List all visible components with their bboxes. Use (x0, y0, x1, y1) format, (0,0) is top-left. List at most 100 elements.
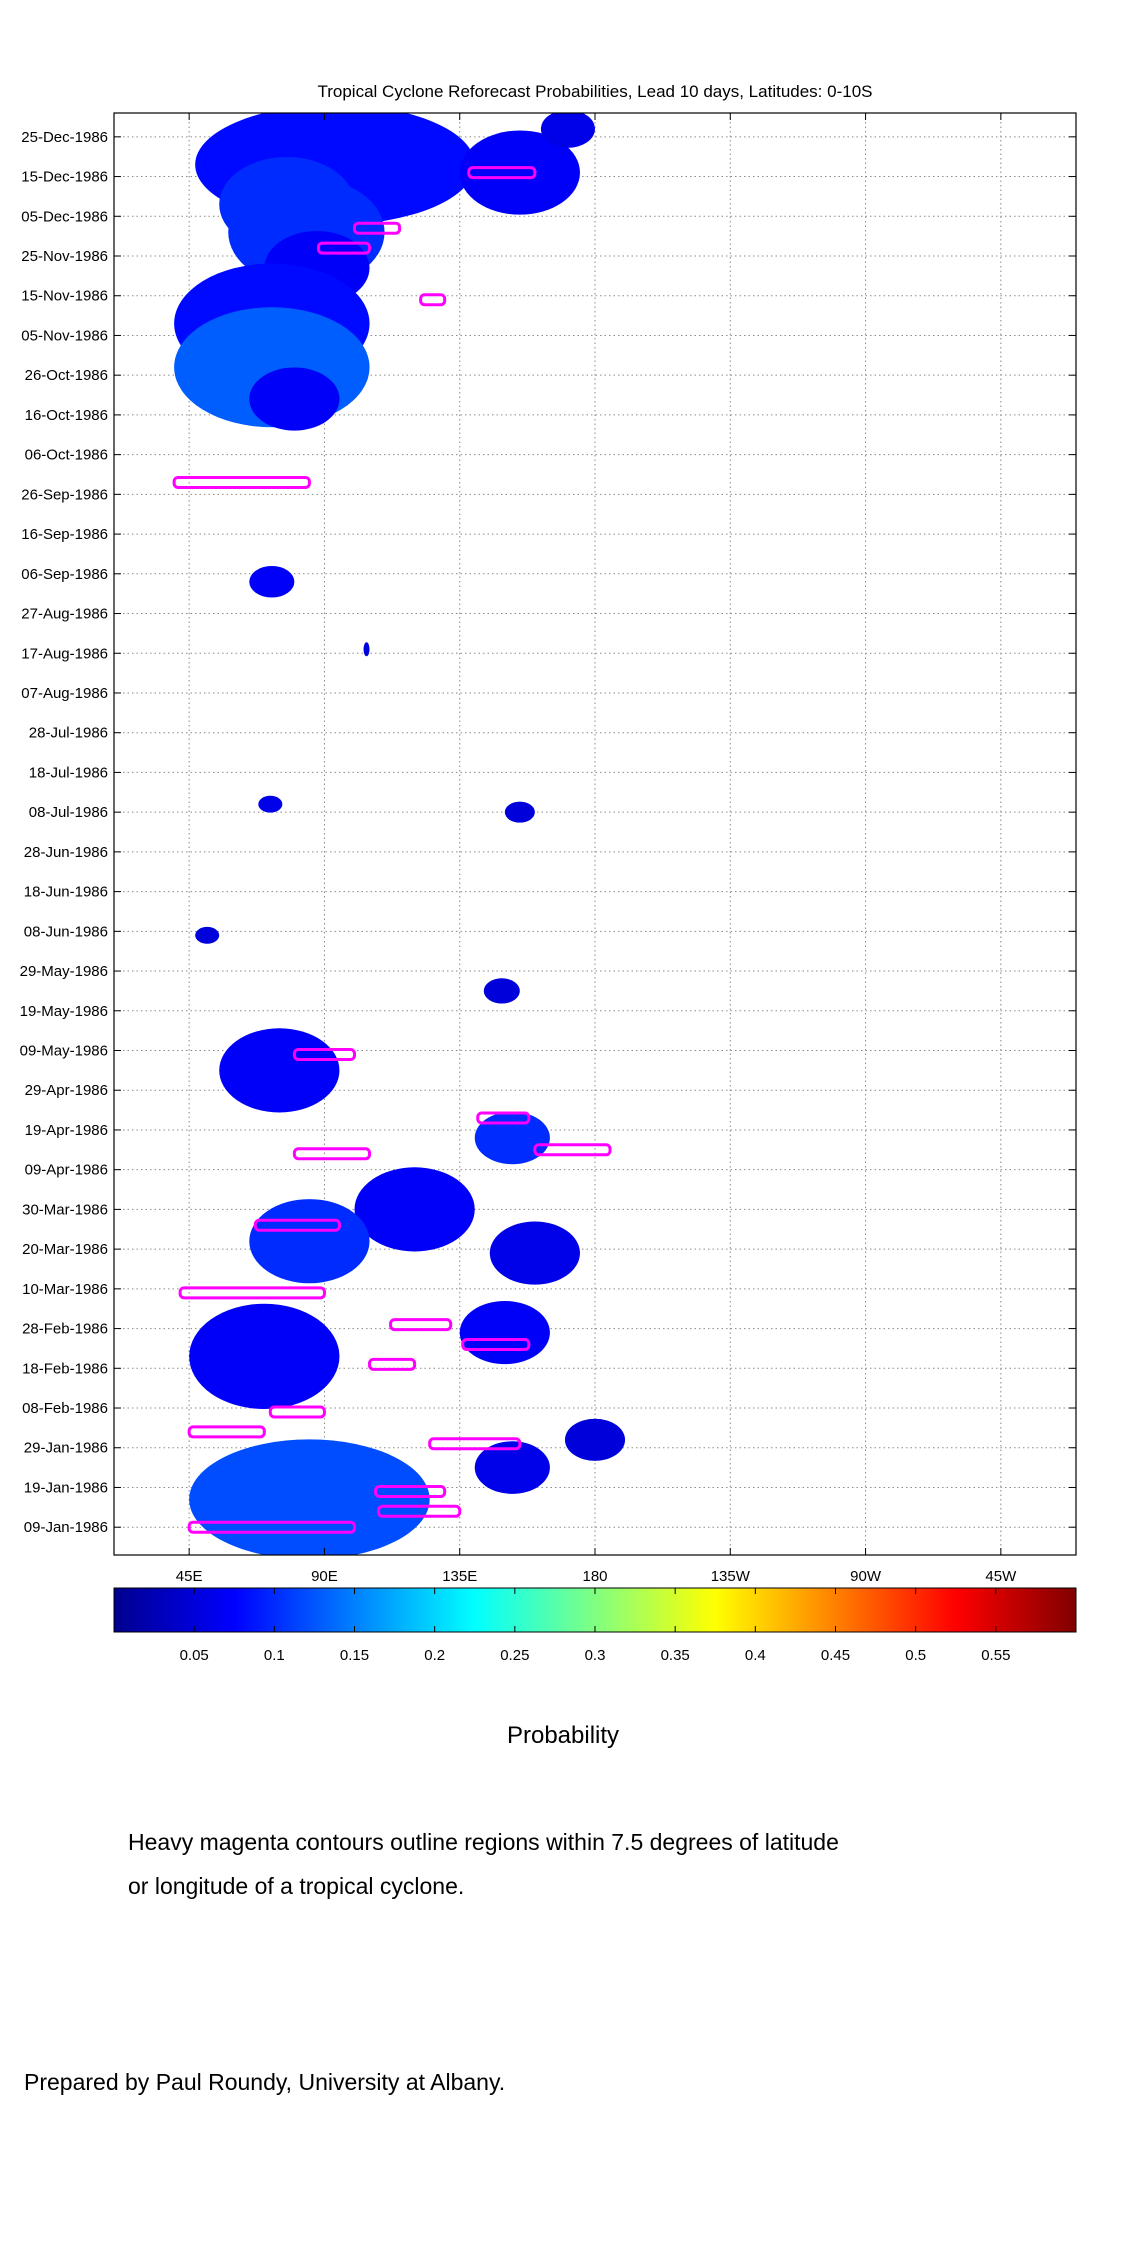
colorbar-tick-label: 0.5 (905, 1647, 926, 1664)
probability-region (195, 926, 220, 944)
y-tick-label: 29-Apr-1986 (25, 1082, 108, 1099)
y-tick-label: 29-May-1986 (20, 963, 108, 980)
y-tick-label: 25-Nov-1986 (21, 248, 108, 265)
y-tick-label: 30-Mar-1986 (22, 1201, 108, 1218)
cyclone-contour (292, 1147, 372, 1161)
probability-region (504, 801, 535, 823)
y-tick-label: 06-Oct-1986 (25, 447, 108, 464)
caption-note: Heavy magenta contours outline regions w… (128, 1820, 1028, 1908)
cyclone-contour (419, 293, 447, 307)
y-tick-label: 09-Jan-1986 (24, 1519, 108, 1536)
y-tick-label: 28-Jun-1986 (24, 844, 108, 861)
colorbar-ticks: 0.05 0.1 0.15 0.2 0.25 0.3 0.35 0.4 0.45 0.5 0.55 (180, 1588, 1010, 1664)
y-tick-label: 19-Apr-1986 (25, 1122, 108, 1139)
probability-region (354, 1167, 475, 1252)
cyclone-contour (292, 1047, 356, 1061)
y-tick-label: 09-Apr-1986 (25, 1162, 108, 1179)
y-tick-label: 18-Jul-1986 (29, 764, 108, 781)
cyclone-contour (172, 475, 311, 489)
x-tick-label: 90E (311, 1568, 338, 1585)
probability-region (489, 1221, 580, 1285)
y-tick-label: 19-Jan-1986 (24, 1479, 108, 1496)
probability-region (474, 1441, 550, 1494)
colorbar-tick-label: 0.1 (264, 1647, 285, 1664)
y-tick-label: 28-Feb-1986 (22, 1321, 108, 1338)
probability-region (363, 642, 370, 657)
cyclone-contour (316, 241, 372, 255)
cyclone-contour (389, 1318, 453, 1332)
cyclone-contour (368, 1357, 417, 1371)
probability-region (258, 795, 283, 813)
colorbar-tick-label: 0.45 (821, 1647, 850, 1664)
y-tick-label: 18-Feb-1986 (22, 1360, 108, 1377)
x-tick-label: 135W (711, 1568, 751, 1585)
grid-lines (114, 113, 1076, 1555)
colorbar-tick-label: 0.55 (981, 1647, 1010, 1664)
y-tick-label: 10-Mar-1986 (22, 1281, 108, 1298)
cyclone-contours (172, 166, 612, 1534)
cyclone-contour (253, 1218, 341, 1232)
probability-region (219, 1028, 340, 1113)
y-tick-label: 18-Jun-1986 (24, 884, 108, 901)
y-tick-label: 28-Jul-1986 (29, 725, 108, 742)
probability-region (249, 565, 295, 598)
probability-region (189, 1439, 430, 1555)
colorbar-tick-label: 0.25 (500, 1647, 529, 1664)
x-tick-label: 45W (985, 1568, 1017, 1585)
y-tick-label: 25-Dec-1986 (21, 129, 108, 146)
colorbar-tick-label: 0.15 (340, 1647, 369, 1664)
y-tick-label: 19-May-1986 (20, 1003, 108, 1020)
y-tick-label: 15-Dec-1986 (21, 169, 108, 186)
y-tick-label: 17-Aug-1986 (21, 645, 108, 662)
cyclone-contour (533, 1143, 612, 1157)
cyclone-contour (476, 1111, 531, 1125)
probability-region (540, 113, 595, 148)
cyclone-contour (377, 1504, 462, 1518)
y-tick-label: 05-Dec-1986 (21, 208, 108, 225)
cyclone-contour (467, 166, 537, 180)
y-tick-label: 29-Jan-1986 (24, 1440, 108, 1457)
colorbar-tick-label: 0.4 (745, 1647, 766, 1664)
y-tick-label: 05-Nov-1986 (21, 327, 108, 344)
cyclone-contour (374, 1484, 447, 1498)
y-tick-label: 26-Sep-1986 (21, 486, 108, 503)
x-tick-label: 135E (442, 1568, 477, 1585)
y-tick-label: 15-Nov-1986 (21, 288, 108, 305)
cyclone-contour (461, 1337, 531, 1351)
y-tick-label: 09-May-1986 (20, 1042, 108, 1059)
cyclone-contour (353, 221, 402, 235)
cyclone-contour (428, 1437, 522, 1451)
cyclone-contour (187, 1520, 356, 1534)
colorbar-tick-label: 0.3 (585, 1647, 606, 1664)
colorbar-tick-label: 0.2 (424, 1647, 445, 1664)
y-tick-label: 16-Sep-1986 (21, 526, 108, 543)
caption-line-1: Heavy magenta contours outline regions w… (128, 1829, 839, 1855)
x-tick-label: 90W (850, 1568, 882, 1585)
cyclone-contour (268, 1405, 326, 1419)
colorbar-label: Probability (506, 1722, 620, 1749)
colorbar (113, 1587, 1077, 1633)
y-tick-label: 06-Sep-1986 (21, 566, 108, 583)
chart-title: Tropical Cyclone Reforecast Probabilitie… (317, 82, 872, 101)
probability-region (249, 367, 340, 431)
cyclone-contour (187, 1425, 266, 1439)
y-tick-label: 27-Aug-1986 (21, 606, 108, 623)
probability-region (249, 1199, 370, 1284)
colorbar-tick-label: 0.35 (661, 1647, 690, 1664)
y-tick-label: 08-Jul-1986 (29, 804, 108, 821)
y-tick-label: 08-Feb-1986 (22, 1400, 108, 1417)
y-tick-label: 26-Oct-1986 (25, 367, 108, 384)
probability-region (564, 1418, 626, 1461)
probability-regions (174, 113, 626, 1555)
credit-line: Prepared by Paul Roundy, University at A… (24, 2069, 506, 2095)
x-axis-ticks: 45E 90E 135E 180 135W 90W 45W (176, 113, 1017, 1585)
y-tick-label: 16-Oct-1986 (25, 407, 108, 424)
caption-line-2: or longitude of a tropical cyclone. (128, 1873, 465, 1899)
x-tick-label: 45E (176, 1568, 203, 1585)
probability-region (459, 1300, 550, 1365)
probability-region (474, 1111, 550, 1165)
probability-region (459, 130, 580, 215)
y-axis-ticks: 25-Dec-1986 15-Dec-1986 05-Dec-1986 25-Nov-… (20, 129, 1076, 1536)
y-tick-label: 07-Aug-1986 (21, 685, 108, 702)
